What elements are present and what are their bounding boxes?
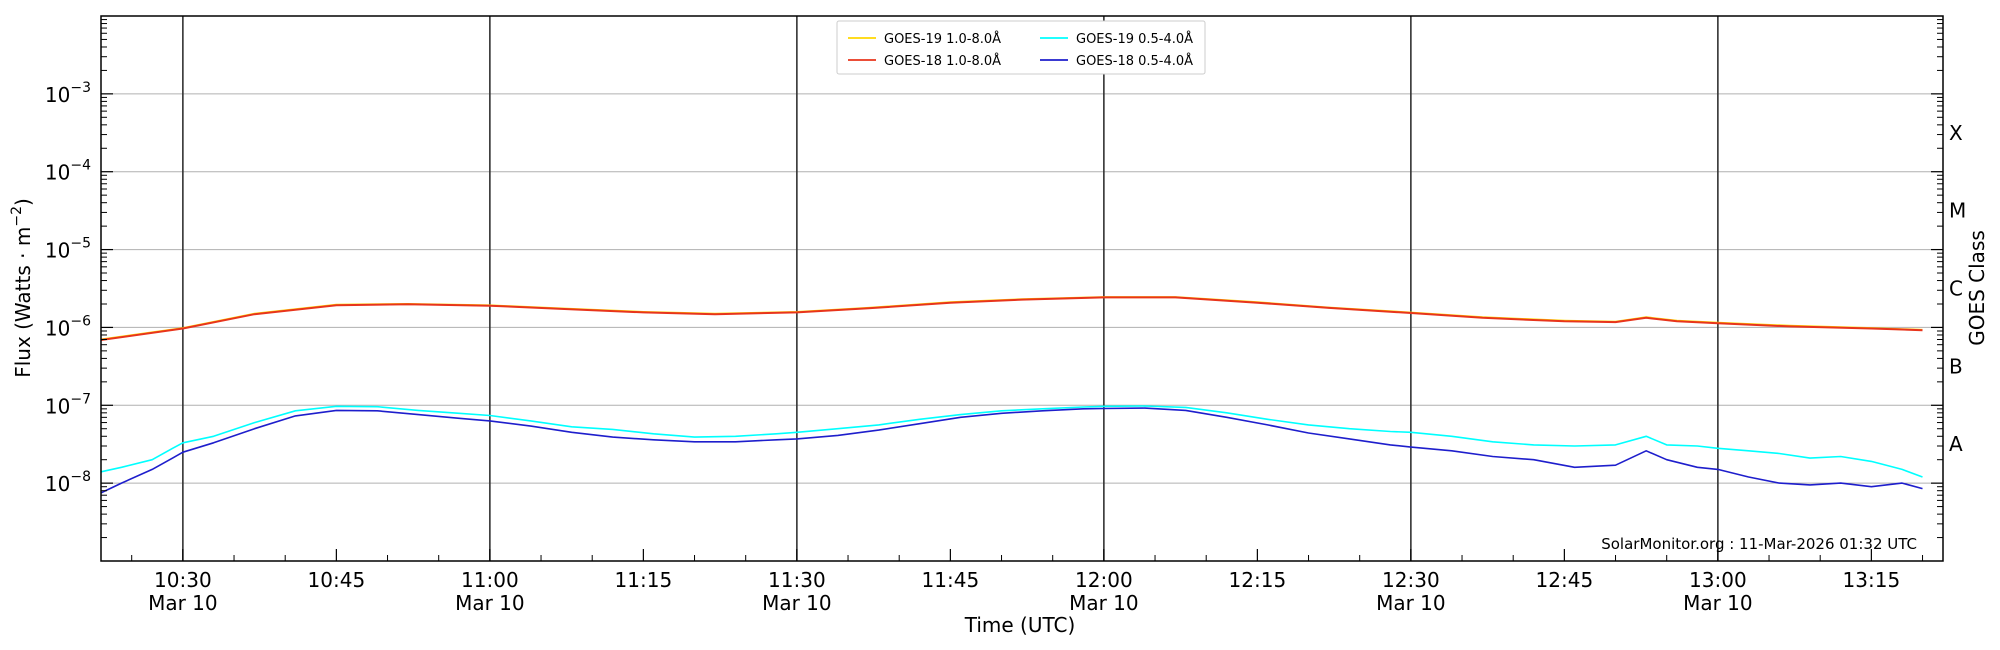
y-tick-label: 10−7 — [45, 391, 91, 418]
x-tick-label: 11:00 — [461, 568, 519, 592]
goes-class-label-c: C — [1949, 277, 1963, 301]
y-tick-exponent: −7 — [70, 391, 91, 407]
goes-class-axis-label: GOES Class — [1965, 230, 1989, 346]
x-tick-date-label: Mar 10 — [455, 591, 525, 615]
y-axis-label-exponent: −2 — [9, 206, 25, 227]
y-tick-label: 10−8 — [45, 469, 91, 496]
y-tick-exponent: −4 — [70, 158, 91, 174]
x-axis-label: Time (UTC) — [964, 613, 1076, 637]
y-tick-base: 10 — [45, 472, 70, 496]
y-axis-label-close: ) — [11, 198, 35, 206]
x-tick-label: 11:30 — [768, 568, 826, 592]
x-tick-label: 12:00 — [1075, 568, 1133, 592]
grid-layer — [101, 93, 1943, 484]
x-tick-label: 13:00 — [1689, 568, 1747, 592]
series-line-4 — [100, 407, 1923, 494]
x-tick-date-label: Mar 10 — [1683, 591, 1753, 615]
legend: GOES-19 1.0-8.0Å GOES-18 1.0-8.0Å GOES-19 … — [836, 20, 1206, 75]
series-line-2 — [100, 296, 1923, 341]
x-tick-date-label: Mar 10 — [1376, 591, 1446, 615]
x-tick-label: 13:15 — [1843, 568, 1901, 592]
goes-class-label-x: X — [1949, 121, 1963, 145]
x-tick-label: 10:45 — [308, 568, 366, 592]
y-tick-base: 10 — [45, 394, 70, 418]
goes-class-label-b: B — [1949, 354, 1963, 378]
x-tick-label: 12:45 — [1536, 568, 1594, 592]
x-tick-label: 11:15 — [615, 568, 673, 592]
y-tick-base: 10 — [45, 161, 70, 185]
x-tick-label: 12:30 — [1382, 568, 1440, 592]
legend-label-3: GOES-19 0.5-4.0Å — [1076, 31, 1193, 47]
legend-label-4: GOES-18 0.5-4.0Å — [1076, 53, 1193, 69]
credit-text: SolarMonitor.org : 11-Mar-2026 01:32 UTC — [1601, 535, 1917, 553]
y-tick-exponent: −6 — [70, 313, 91, 329]
x-tick-date-label: Mar 10 — [1069, 591, 1139, 615]
goes-class-labels-layer: A B C M X — [1949, 121, 1966, 456]
x-tick-date-label: Mar 10 — [762, 591, 832, 615]
y-tick-exponent: −5 — [70, 236, 91, 252]
x-tick-label: 11:45 — [922, 568, 980, 592]
vertical-lines-layer — [182, 16, 1719, 561]
y-ticks-layer: 10−810−710−610−510−410−3 — [45, 19, 1943, 539]
legend-label-1: GOES-19 1.0-8.0Å — [884, 31, 1001, 47]
y-axis-label: Flux (Watts · m−2) — [9, 198, 35, 378]
x-tick-date-label: Mar 10 — [148, 591, 218, 615]
series-layer — [100, 296, 1923, 494]
y-tick-base: 10 — [45, 316, 70, 340]
x-tick-label: 10:30 — [154, 568, 212, 592]
y-tick-label: 10−4 — [45, 158, 91, 185]
legend-label-2: GOES-18 1.0-8.0Å — [884, 53, 1001, 69]
y-tick-label: 10−3 — [45, 80, 91, 107]
series-line-3 — [100, 405, 1923, 478]
x-tick-label: 12:15 — [1229, 568, 1287, 592]
legend-box — [836, 20, 1206, 75]
y-tick-label: 10−6 — [45, 313, 91, 340]
goes-class-label-a: A — [1949, 432, 1963, 456]
y-tick-exponent: −3 — [70, 80, 91, 96]
y-axis-label-main: Flux (Watts · m — [11, 227, 35, 378]
y-tick-base: 10 — [45, 239, 70, 263]
y-tick-label: 10−5 — [45, 236, 91, 263]
y-tick-base: 10 — [45, 83, 70, 107]
plot-frame — [100, 15, 1944, 562]
goes-class-label-m: M — [1949, 199, 1966, 223]
y-tick-exponent: −8 — [70, 469, 91, 485]
